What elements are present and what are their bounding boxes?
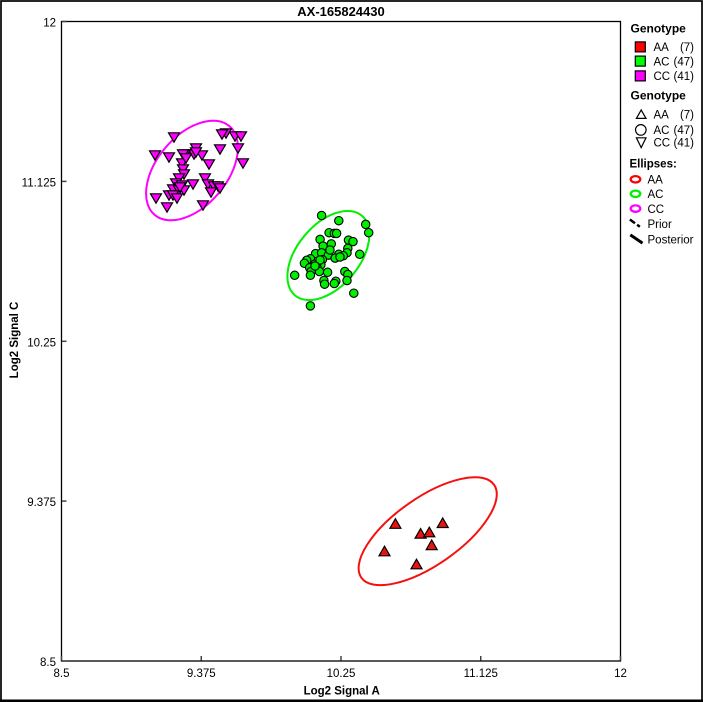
svg-text:(47): (47) — [674, 56, 695, 68]
svg-text:(47): (47) — [674, 125, 695, 137]
svg-text:AC: AC — [654, 125, 670, 137]
svg-text:AA: AA — [648, 175, 664, 187]
svg-text:9.375: 9.375 — [27, 497, 56, 509]
svg-text:12: 12 — [614, 668, 627, 680]
svg-text:CC: CC — [648, 204, 665, 216]
svg-text:10.25: 10.25 — [27, 337, 56, 349]
svg-text:(7): (7) — [680, 110, 694, 122]
svg-text:CC: CC — [654, 71, 671, 83]
svg-text:Genotype: Genotype — [631, 22, 687, 36]
svg-text:11.125: 11.125 — [22, 177, 56, 189]
svg-text:(7): (7) — [680, 42, 694, 54]
svg-text:12: 12 — [43, 18, 56, 30]
svg-text:Genotype: Genotype — [631, 89, 687, 103]
svg-text:Prior: Prior — [648, 219, 672, 231]
svg-text:Ellipses:: Ellipses: — [630, 159, 677, 171]
svg-text:AA: AA — [654, 42, 670, 54]
svg-text:8.5: 8.5 — [40, 657, 56, 669]
svg-text:AA: AA — [654, 110, 670, 122]
svg-text:AX-165824430: AX-165824430 — [297, 4, 384, 19]
svg-text:11.125: 11.125 — [464, 668, 498, 680]
svg-text:10.25: 10.25 — [327, 668, 356, 680]
svg-text:AC: AC — [654, 56, 670, 68]
svg-text:Posterior: Posterior — [648, 234, 694, 246]
svg-text:Log2 Signal C: Log2 Signal C — [9, 302, 21, 379]
svg-text:CC: CC — [654, 138, 671, 150]
svg-text:9.375: 9.375 — [187, 668, 216, 680]
svg-text:8.5: 8.5 — [54, 668, 70, 680]
svg-text:Log2 Signal A: Log2 Signal A — [304, 686, 380, 698]
svg-text:AC: AC — [648, 189, 664, 201]
svg-text:(41): (41) — [674, 138, 695, 150]
svg-text:(41): (41) — [674, 71, 695, 83]
